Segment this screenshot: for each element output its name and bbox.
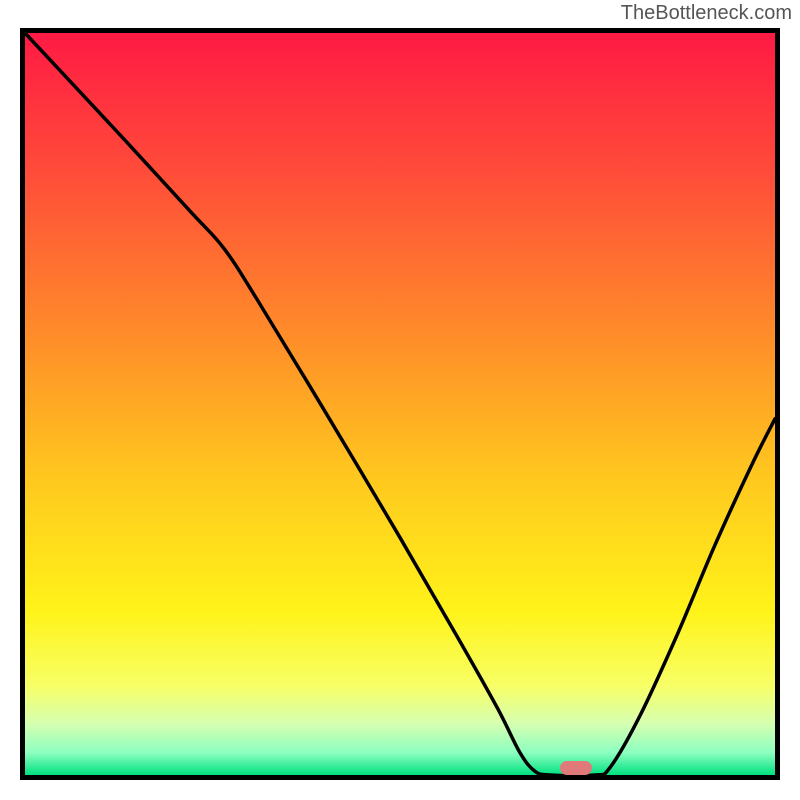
watermark-text: TheBottleneck.com: [621, 2, 792, 25]
plot-frame: [20, 28, 780, 780]
